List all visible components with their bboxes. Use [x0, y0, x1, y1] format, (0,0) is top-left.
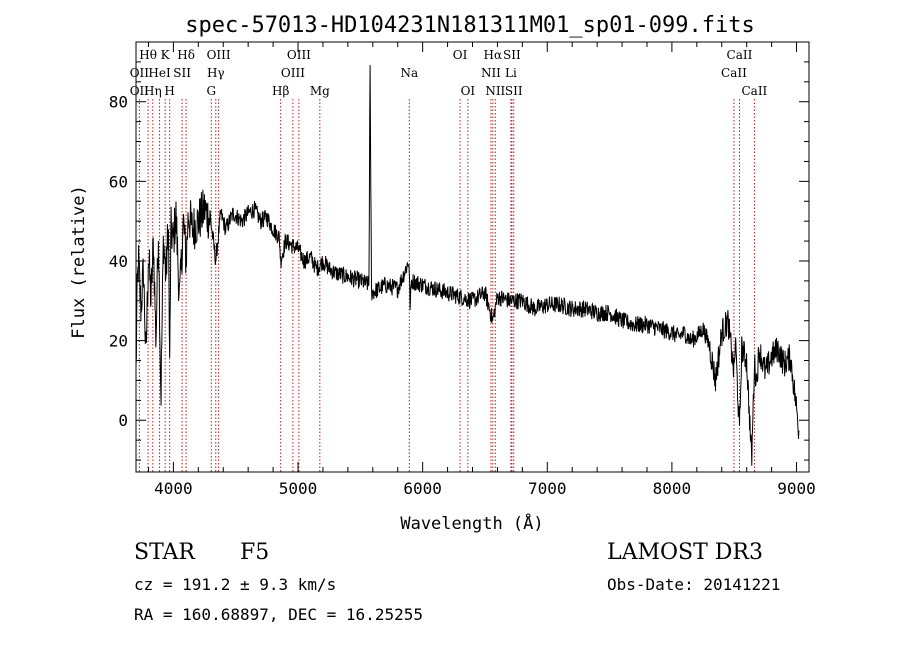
x-tick-label: 6000	[403, 479, 442, 498]
redshift-value: cz = 191.2 ± 9.3 km/s	[134, 575, 337, 594]
spectral-line-label: Hθ	[139, 48, 157, 62]
object-class: STAR	[134, 540, 195, 565]
x-axis-label: Wavelength (Å)	[400, 512, 543, 534]
coordinates: RA = 160.68897, DEC = 16.25255	[134, 605, 423, 624]
spectral-line-label: OI	[461, 84, 476, 98]
spectral-line-label: OII	[130, 84, 150, 98]
y-tick-label: 0	[118, 411, 128, 430]
spectral-line-label: Hα	[484, 48, 503, 62]
spectral-line-label: OIII	[287, 48, 311, 62]
spectral-line-label: Li	[505, 66, 517, 80]
spectral-line-label: SII	[173, 66, 191, 80]
spectral-line-label: Mg	[310, 84, 330, 98]
spectral-line-label: OIII	[281, 66, 305, 80]
spectral-line-label: NII	[485, 84, 505, 98]
spectral-line-label: Hβ	[272, 84, 289, 98]
spectral-line-label: OI	[453, 48, 468, 62]
chart-title: spec-57013-HD104231N181311M01_sp01-099.f…	[185, 13, 755, 38]
y-tick-label: 60	[109, 172, 128, 191]
spectral-line-markers	[138, 99, 755, 472]
x-tick-label: 9000	[777, 479, 816, 498]
survey-name: LAMOST DR3	[607, 540, 763, 565]
spectral-line-label: SII	[503, 48, 521, 62]
plot-frame	[135, 41, 810, 473]
spectrum-line	[135, 65, 800, 466]
x-tick-label: 5000	[279, 479, 318, 498]
spectral-line-label: OII	[130, 66, 150, 80]
spectral-line-label: Hγ	[207, 66, 225, 80]
spectral-line-label: CaII	[721, 66, 747, 80]
x-tick-label: 4000	[154, 479, 193, 498]
y-axis-label: Flux (relative)	[69, 185, 89, 339]
spectral-line-label: OIII	[207, 48, 231, 62]
spectral-line-label: Hδ	[177, 48, 195, 62]
x-tick-label: 7000	[528, 479, 567, 498]
y-tick-label: 20	[109, 332, 128, 351]
y-tick-label: 40	[109, 252, 128, 271]
spectral-line-label: G	[206, 84, 216, 98]
object-subclass: F5	[240, 540, 270, 565]
spectral-line-label: CaII	[741, 84, 767, 98]
x-tick-label: 8000	[653, 479, 692, 498]
spectral-line-label: HeI	[148, 66, 171, 80]
spectral-line-label: SII	[505, 84, 523, 98]
y-tick-label: 80	[109, 93, 128, 112]
x-axis-ticks: 4000 5000 6000 7000 8000 9000	[147, 42, 816, 498]
spectral-line-label: Na	[400, 66, 418, 80]
spectral-line-label: CaII	[727, 48, 753, 62]
spectral-line-label: K	[161, 48, 171, 62]
spectral-line-label: Hη	[144, 84, 162, 98]
spectral-line-label: NII	[481, 66, 501, 80]
y-axis-ticks: 0 20 40 60 80	[109, 61, 809, 461]
spectral-line-label: H	[164, 84, 174, 98]
obs-date: Obs-Date: 20141221	[607, 575, 781, 594]
